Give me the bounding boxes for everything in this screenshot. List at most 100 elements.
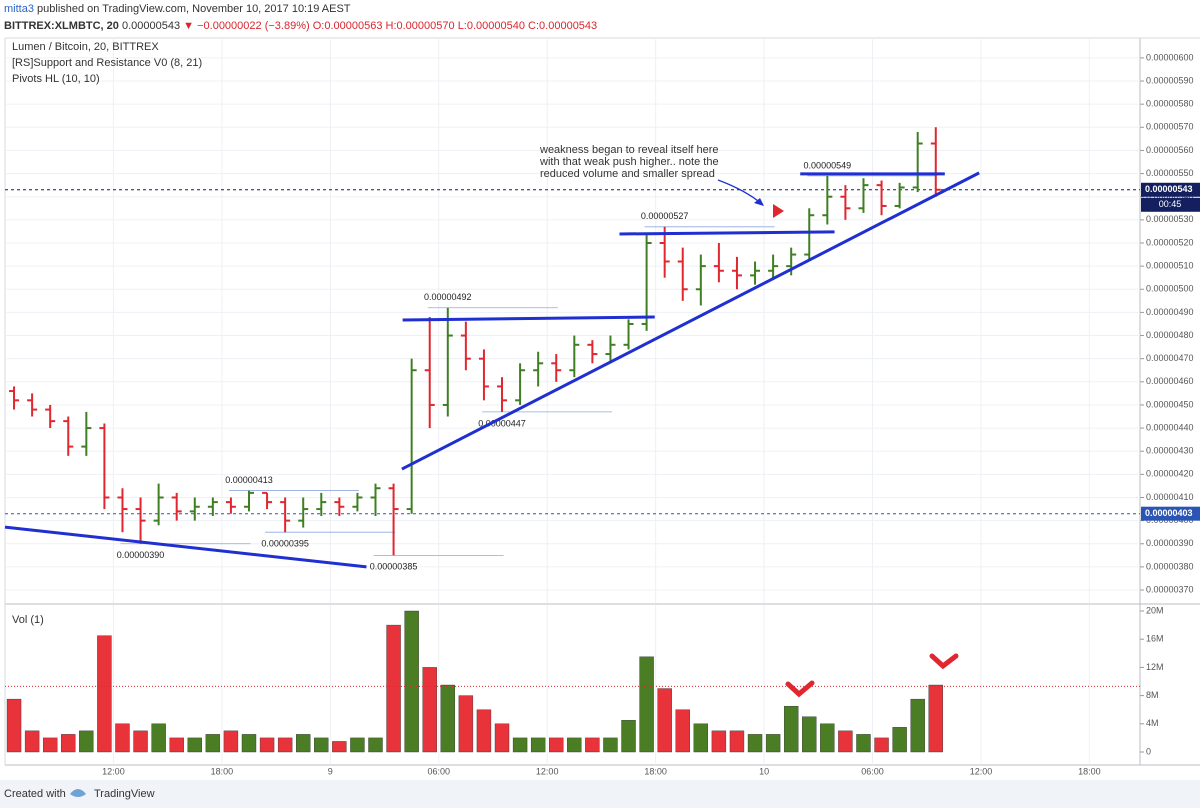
y-tick-label: 0.00000600	[1146, 52, 1194, 62]
y-tick-label: 20M	[1146, 605, 1164, 615]
volume-bar	[368, 737, 383, 753]
volume-bar	[874, 737, 889, 753]
volume-bar	[729, 730, 745, 753]
pivot-label: 0.00000492	[424, 292, 472, 302]
y-tick-label: 0.00000490	[1146, 307, 1194, 317]
y-tick-label: 0.00000390	[1146, 538, 1194, 548]
volume-bar	[296, 734, 311, 753]
volume-bar	[765, 734, 781, 753]
pivot-label: 0.00000413	[225, 475, 273, 485]
y-tick-label: 0.00000590	[1146, 75, 1194, 85]
x-tick-label: 12:00	[102, 766, 125, 776]
ohlc-high: H:0.00000570	[386, 20, 455, 32]
volume-bar	[169, 737, 184, 753]
x-tick-label: 12:00	[970, 766, 993, 776]
change: ▼ −0.00000022 (−3.89%)	[183, 20, 309, 32]
volume-bar	[42, 737, 58, 753]
trendline	[619, 230, 835, 236]
price-label-box	[1141, 506, 1200, 521]
countdown-box	[1141, 197, 1200, 212]
header-line: mitta3 published on TradingView.com, Nov…	[4, 3, 351, 15]
volume-bar	[241, 734, 257, 753]
arrow-head	[754, 198, 764, 206]
volume-bar	[61, 734, 76, 753]
series-title: Lumen / Bitcoin, 20, BITTREX	[12, 41, 159, 53]
volume-bar	[205, 734, 221, 753]
y-tick-label: 0.00000560	[1146, 145, 1194, 155]
y-tick-label: 0.00000460	[1146, 376, 1194, 386]
volume-bar	[422, 667, 437, 753]
volume-bar	[97, 635, 112, 753]
trendline	[4, 525, 367, 569]
x-tick-label: 10	[759, 766, 769, 776]
pivot-label: 0.00000390	[117, 550, 165, 560]
y-tick-label: 0.00000380	[1146, 561, 1194, 571]
y-tick-label: 0.00000510	[1146, 261, 1194, 271]
volume-bar	[621, 720, 636, 753]
volume-bar	[6, 698, 22, 753]
volume-marker	[929, 653, 959, 670]
volume-bar	[585, 737, 600, 753]
volume-bar	[223, 730, 239, 753]
volume-bar	[115, 723, 130, 753]
indicator: [RS]Support and Resistance V0 (8, 21)	[12, 57, 202, 69]
volume-bar	[133, 730, 148, 753]
y-tick-label: 0.00000450	[1146, 399, 1194, 409]
volume-bar	[711, 730, 727, 753]
volume-bar	[910, 698, 925, 753]
y-tick-label: 0.00000570	[1146, 122, 1194, 132]
volume-bar	[314, 737, 329, 753]
volume-bar	[458, 695, 474, 753]
x-tick-label: 18:00	[1078, 766, 1101, 776]
footer-brand[interactable]: TradingView	[94, 788, 155, 800]
volume-bar	[856, 734, 871, 753]
y-tick-label: 0.00000480	[1146, 330, 1194, 340]
x-tick-label: 9	[328, 766, 333, 776]
y-tick-label: 0.00000420	[1146, 469, 1194, 479]
y-tick-label: 0.00000530	[1146, 214, 1194, 224]
annotation: reduced volume and smaller spread	[540, 168, 715, 180]
symbol: BITTREX:XLMBTC, 20	[4, 20, 119, 32]
annotation: with that weak push higher.. note the	[539, 156, 719, 168]
pivot-label: 0.00000447	[478, 418, 526, 428]
y-tick-label: 16M	[1146, 634, 1164, 644]
y-tick-label: 0.00000470	[1146, 353, 1194, 363]
volume-bar	[512, 737, 528, 753]
y-tick-label: 4M	[1146, 718, 1159, 728]
x-tick-label: 06:00	[427, 766, 450, 776]
pivot-label: 0.00000527	[641, 211, 689, 221]
volume-bar	[657, 688, 672, 753]
ticker-line: BITTREX:XLMBTC, 20 0.00000543 ▼ −0.00000…	[4, 20, 597, 32]
plot-layer: 0.00000600 0.00000590 0.00000580 0.00000570…	[4, 38, 1200, 776]
volume-bar	[675, 709, 690, 753]
volume-bar	[603, 737, 618, 753]
volume-bar	[838, 730, 853, 753]
volume-marker	[785, 680, 815, 698]
pivot-label: 0.00000395	[261, 539, 309, 549]
annotation: weakness began to reveal itself here	[539, 144, 719, 156]
volume-bar	[549, 737, 564, 753]
volume-bar	[386, 624, 401, 753]
volume-bar	[277, 737, 293, 753]
ohlc-close: C:0.00000543	[528, 20, 597, 32]
volume-bar	[332, 741, 347, 753]
x-tick-label: 18:00	[211, 766, 234, 776]
y-tick-label: 12M	[1146, 662, 1164, 672]
volume-bar	[783, 705, 799, 753]
y-tick-label: 0.00000410	[1146, 492, 1194, 502]
volume-bar	[494, 723, 510, 753]
volume-bar	[24, 730, 40, 753]
countdown: 00:45	[1159, 199, 1182, 209]
y-tick-label: 0.00000550	[1146, 168, 1194, 178]
volume-bar	[151, 723, 166, 753]
footer-bar	[0, 780, 1200, 808]
volume-bar	[928, 684, 943, 753]
logo	[70, 789, 86, 797]
author[interactable]: mitta3	[4, 3, 34, 15]
volume-bar	[187, 737, 202, 753]
y-tick-label: 0.00000430	[1146, 446, 1194, 456]
volume-bar	[476, 709, 492, 753]
volume-bar	[404, 610, 419, 753]
